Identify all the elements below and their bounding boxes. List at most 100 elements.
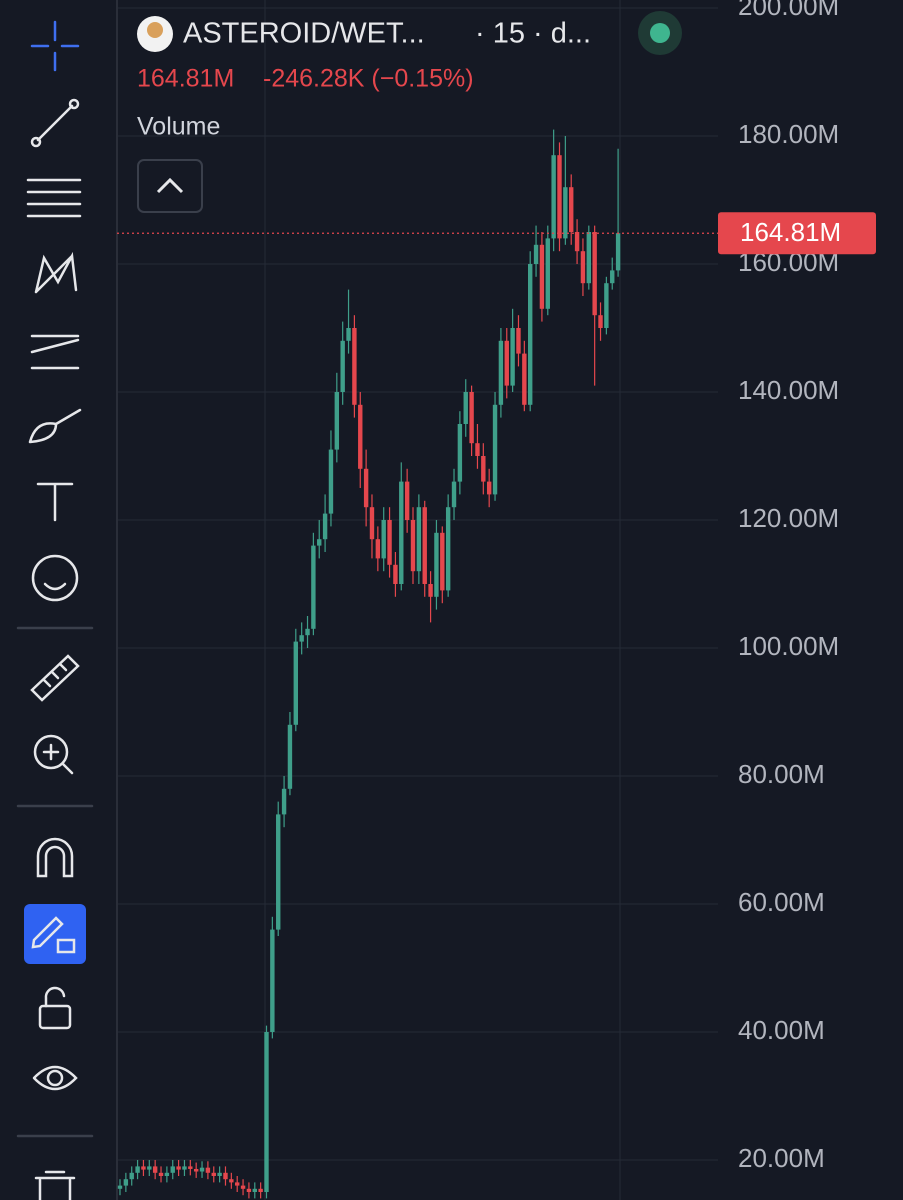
- price-tag: 164.81M: [740, 217, 841, 247]
- visibility-tool[interactable]: [32, 1065, 78, 1091]
- unlock-tool[interactable]: [38, 1004, 72, 1030]
- candle-body: [404, 481, 410, 520]
- candle-body: [375, 539, 381, 559]
- candle-body: [563, 187, 568, 239]
- candle-body: [264, 1032, 269, 1192]
- candle-body: [311, 545, 316, 629]
- ruler-tool[interactable]: [30, 654, 80, 702]
- delete-tool[interactable]: [34, 1170, 76, 1200]
- candle-body: [545, 238, 550, 309]
- projection-tool[interactable]: [30, 334, 80, 370]
- candle-body: [182, 1166, 187, 1170]
- candle-body: [586, 232, 591, 284]
- candle-body: [358, 404, 363, 469]
- toolbar: [16, 20, 94, 1200]
- candle-body: [445, 507, 451, 591]
- last-price: 164.81M: [137, 65, 234, 93]
- candle-body: [569, 187, 574, 232]
- candle-body: [240, 1185, 246, 1189]
- text-tool[interactable]: [36, 482, 74, 522]
- magnet-tool[interactable]: [36, 837, 74, 878]
- candle-body: [574, 232, 580, 252]
- y-tick-label: 60.00M: [738, 887, 825, 917]
- status-dot: [650, 23, 670, 43]
- candle-body: [463, 392, 468, 424]
- emoji-smile: [43, 582, 67, 591]
- candles: [117, 129, 718, 1199]
- y-tick-label: 100.00M: [738, 631, 839, 661]
- candle-body: [217, 1172, 222, 1176]
- candle-body: [176, 1166, 181, 1170]
- pencil-icon: [31, 916, 64, 949]
- fib-tool[interactable]: [26, 178, 82, 218]
- candle-body: [416, 507, 422, 572]
- candle-body: [223, 1172, 228, 1180]
- candle-body: [504, 340, 509, 386]
- candle-body: [129, 1172, 134, 1180]
- candle-body: [422, 507, 427, 584]
- candle-body: [252, 1188, 257, 1192]
- plot-area: [117, 7, 718, 1161]
- candle-body: [193, 1168, 199, 1172]
- candle-body: [399, 481, 404, 584]
- collapse-button[interactable]: [137, 159, 203, 213]
- candle-body: [510, 328, 515, 386]
- candle-body: [580, 251, 586, 284]
- candle-body: [522, 353, 527, 405]
- lock-drawing-tool[interactable]: [24, 904, 86, 964]
- chevron-icon: [156, 177, 184, 194]
- zoom-tool[interactable]: [33, 734, 69, 770]
- price-tag-bg: [718, 212, 876, 255]
- candle-body: [598, 315, 603, 328]
- candle-body: [246, 1188, 252, 1192]
- candle-body: [551, 155, 556, 239]
- brush-tool[interactable]: [28, 408, 82, 444]
- candle-body: [615, 233, 621, 271]
- candle-body: [610, 270, 615, 284]
- candle-body: [557, 155, 562, 239]
- candle-body: [469, 392, 474, 444]
- candle-body: [229, 1179, 234, 1183]
- candle-body: [334, 392, 340, 450]
- candle-body: [516, 328, 521, 354]
- y-tick-label: 120.00M: [738, 503, 839, 533]
- candle-body: [457, 424, 463, 482]
- candle-body: [451, 481, 457, 508]
- candle-body: [539, 244, 545, 309]
- candle-body: [293, 641, 298, 725]
- candle-body: [498, 340, 504, 405]
- candle-body: [317, 539, 322, 546]
- trendline-dot: [68, 98, 80, 110]
- pattern-tool[interactable]: [34, 251, 78, 294]
- y-tick-label: 40.00M: [738, 1015, 825, 1045]
- emoji-tool[interactable]: [31, 554, 79, 602]
- y-tick-label: 140.00M: [738, 375, 839, 405]
- candle-body: [188, 1166, 193, 1169]
- y-tick-label: 20.00M: [738, 1143, 825, 1173]
- candle-body: [352, 328, 357, 405]
- candle-body: [287, 724, 293, 789]
- crosshair-tool[interactable]: [30, 20, 80, 72]
- price-change: -246.28K (−0.15%): [263, 65, 474, 93]
- candle-body: [363, 468, 369, 508]
- candle-body: [322, 513, 328, 540]
- candle-body: [492, 404, 498, 495]
- trendline-tool[interactable]: [36, 104, 74, 142]
- candle-body: [340, 340, 345, 392]
- interval[interactable]: · 15 · d...: [475, 18, 591, 50]
- candle-body: [123, 1179, 129, 1186]
- candle-body: [299, 635, 304, 642]
- candle-body: [592, 232, 597, 316]
- candle-body: [481, 456, 486, 482]
- candle-body: [381, 520, 386, 559]
- trendline-dot: [30, 136, 42, 148]
- y-tick-label: 200.00M: [738, 0, 839, 21]
- lock-icon: [56, 938, 76, 954]
- candle-body: [258, 1188, 263, 1192]
- candle-body: [486, 481, 492, 495]
- candle-body: [199, 1167, 205, 1172]
- symbol-name[interactable]: ASTEROID/WET...: [183, 18, 425, 50]
- candle-body: [141, 1166, 146, 1170]
- candle-body: [170, 1166, 175, 1173]
